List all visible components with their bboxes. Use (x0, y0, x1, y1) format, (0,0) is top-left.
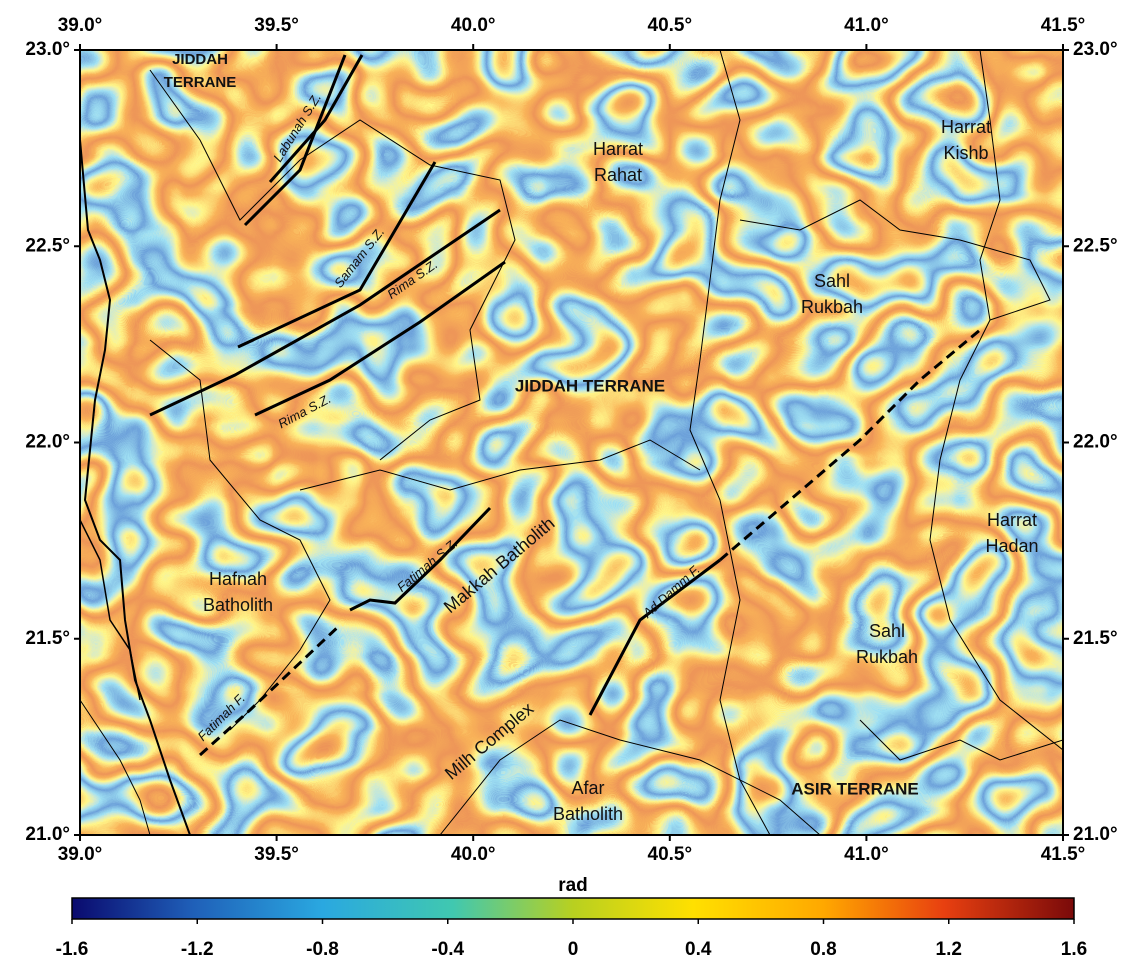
place-label: Batholith (203, 595, 273, 615)
colorbar-tick-label: 0.8 (810, 939, 836, 960)
x-tick-label: 41.0° (844, 844, 889, 865)
place-label: ASIR TERRANE (791, 779, 919, 798)
place-label: Afar (571, 778, 604, 798)
boundaries (80, 50, 1063, 835)
place-label: Kishb (943, 143, 988, 163)
y-tick-label: 21.5° (1073, 628, 1118, 649)
x-tick-label: 39.0° (58, 844, 103, 865)
colorbar-tick-label: 1.6 (1061, 939, 1087, 960)
x-tick-label: 40.0° (451, 15, 496, 36)
colorbar-tick-label: 1.2 (936, 939, 962, 960)
x-tick-label: 40.0° (451, 844, 496, 865)
x-tick-label: 41.0° (844, 15, 889, 36)
x-tick-label: 39.5° (254, 15, 299, 36)
colorbar-tick-label: -0.8 (306, 939, 339, 960)
place-label: Rukbah (801, 297, 863, 317)
y-tick-label: 22.0° (1073, 432, 1118, 453)
x-tick-label: 39.0° (58, 15, 103, 36)
place-label: Harrat (941, 117, 991, 137)
place-label: Rahat (594, 165, 642, 185)
colorbar-tick-label: 0 (568, 939, 579, 960)
x-tick-label: 41.5° (1041, 15, 1086, 36)
place-label: Rukbah (856, 647, 918, 667)
coastline (80, 519, 141, 701)
colorbar-tick-label: -1.6 (56, 939, 89, 960)
place-label: Harrat (593, 139, 643, 159)
y-tick-label: 22.0° (25, 432, 70, 453)
place-label: Harrat (987, 510, 1037, 530)
place-label: Batholith (553, 804, 623, 824)
x-tick-label: 41.5° (1041, 844, 1086, 865)
coastline (80, 139, 191, 835)
place-label: Hafnah (209, 569, 267, 589)
colorbar-tick-label: 0.4 (685, 939, 712, 960)
y-tick-label: 21.0° (1073, 824, 1118, 845)
colorbar (71, 897, 1075, 920)
x-tick-label: 40.5° (648, 15, 693, 36)
colorbar-tick-label: -1.2 (181, 939, 214, 960)
y-tick-label: 21.0° (25, 824, 70, 845)
place-label: JIDDAH TERRANE (515, 376, 665, 395)
place-label: Hadan (985, 536, 1038, 556)
colorbar-tick-label: -0.4 (431, 939, 464, 960)
y-tick-label: 22.5° (1073, 235, 1118, 256)
phase-raster (80, 50, 1063, 835)
y-tick-label: 23.0° (1073, 39, 1118, 60)
place-label: Sahl (814, 271, 850, 291)
colorbar-title: rad (558, 875, 588, 896)
y-tick-label: 21.5° (25, 628, 70, 649)
x-tick-label: 40.5° (648, 844, 693, 865)
geology-lines (80, 50, 1063, 835)
y-tick-label: 22.5° (25, 235, 70, 256)
place-label: TERRANE (164, 74, 237, 91)
place-label: Sahl (869, 621, 905, 641)
x-tick-label: 39.5° (254, 844, 299, 865)
faults (149, 54, 981, 757)
y-tick-label: 23.0° (25, 39, 70, 60)
place-label: JIDDAH (172, 51, 228, 68)
